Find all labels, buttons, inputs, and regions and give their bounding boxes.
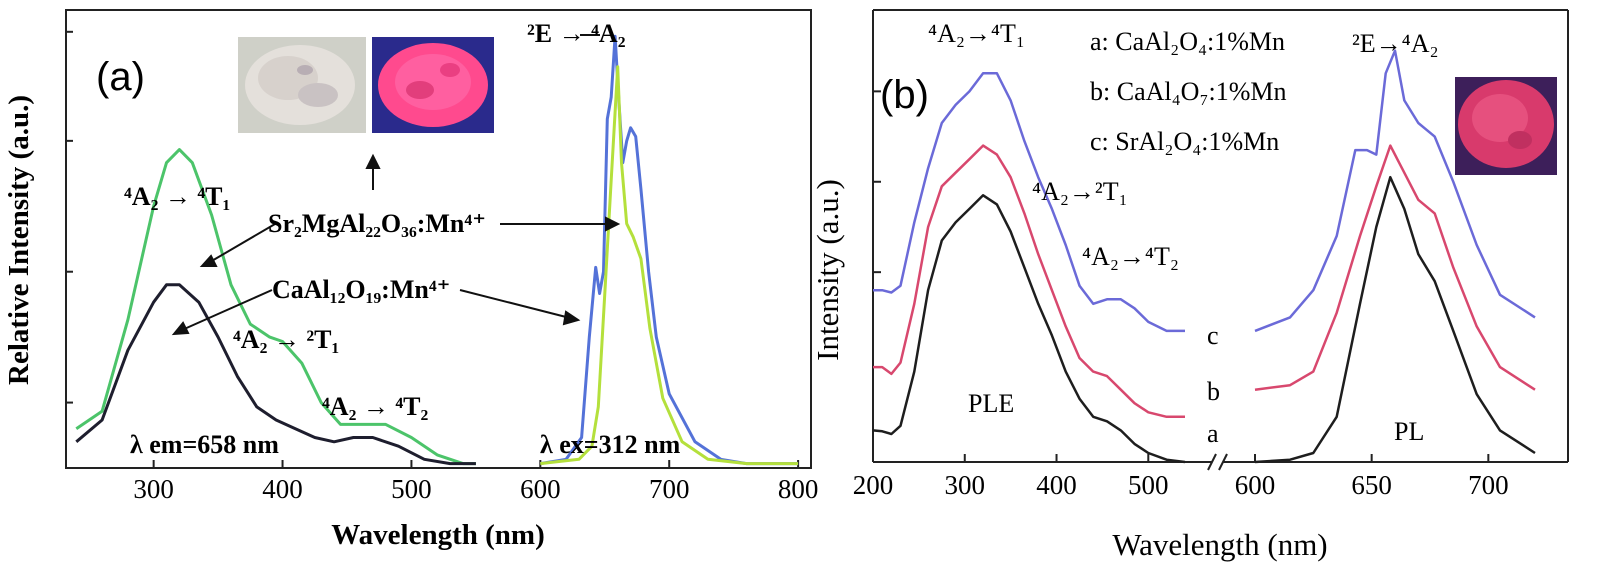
e-transition-label-a: ²E → ⁴A₂ xyxy=(527,19,626,48)
panel-b: (b) 200 300 400 500 600 650 700 Wavelength (nm… xyxy=(810,9,1569,562)
panel-b-x-tick-label: 650 xyxy=(1351,470,1392,500)
panel-b-x-tick-label: 200 xyxy=(853,470,894,500)
legend-a: a: CaAl₂O₄:1%Mn xyxy=(1090,27,1285,56)
curve-letter-b: b xyxy=(1207,377,1220,406)
panel-a-x-tick-label: 300 xyxy=(133,474,174,504)
t1-transition-label-b: ⁴A₂→⁴T₁ xyxy=(928,19,1025,48)
curve-letter-c: c xyxy=(1207,321,1219,350)
curve-letter-a: a xyxy=(1207,419,1219,448)
panel-a: (a) 300 400 500 600 700 800 Wavelength (nm) R… xyxy=(3,9,818,551)
panel-b-x-ticks: 200 300 400 500 600 650 700 xyxy=(853,454,1509,500)
panel-a-x-tick-label: 500 xyxy=(391,474,432,504)
t2a-transition-label-a: ⁴A₂ → ²T₁ xyxy=(233,325,339,354)
panel-b-label: (b) xyxy=(880,73,929,117)
panel-b-pl-line-c xyxy=(1254,49,1536,333)
legend-c: c: SrAl₂O₄:1%Mn xyxy=(1090,127,1279,156)
panel-a-label: (a) xyxy=(96,55,145,99)
axis-break-mark xyxy=(1207,453,1228,471)
panel-a-x-tick-label: 800 xyxy=(778,474,819,504)
panel-b-ple-line-c xyxy=(873,72,1185,333)
panel-a-x-tick-label: 700 xyxy=(649,474,690,504)
panel-a-x-ticks: 300 400 500 600 700 800 xyxy=(133,460,818,504)
panel-b-y-ticks xyxy=(873,90,881,274)
panel-a-frame xyxy=(65,9,812,469)
e-transition-label-b: ²E→⁴A₂ xyxy=(1352,29,1439,58)
panel-a-y-ticks xyxy=(66,30,73,404)
panel-a-series-line-0 xyxy=(75,148,476,466)
panel-b-uv-photo xyxy=(1455,77,1557,175)
panel-a-x-tick-label: 400 xyxy=(262,474,303,504)
pl-label: PL xyxy=(1394,417,1424,446)
panel-b-pl-line-b xyxy=(1254,144,1536,391)
powder-uv-emission-photo xyxy=(372,37,494,133)
lambda-em-label: λ em=658 nm xyxy=(130,430,279,459)
t2-transition-label-b: ⁴A₂→⁴T₂ xyxy=(1082,242,1179,271)
lambda-ex-label: λ ex=312 nm xyxy=(540,430,681,459)
panel-b-x-axis-title: Wavelength (nm) xyxy=(1112,527,1327,562)
panel-a-x-axis-title: Wavelength (nm) xyxy=(331,519,544,551)
panel-b-x-tick-label: 400 xyxy=(1036,470,1077,500)
panel-a-x-tick-label: 600 xyxy=(520,474,561,504)
panel-b-pl-line-a xyxy=(1254,175,1536,464)
panel-b-ple-line-b xyxy=(873,144,1185,419)
t1-transition-label-a: ⁴A₂ → ⁴T₁ xyxy=(124,182,230,211)
sr-compound-label: Sr₂MgAl₂₂O₃₆:Mn⁴⁺ xyxy=(268,209,486,238)
panel-b-y-axis-title: Intensity (a.u.) xyxy=(810,179,845,361)
panel-a-series-line-3 xyxy=(540,65,799,466)
panel-a-y-axis-title: Relative Intensity (a.u.) xyxy=(3,95,35,385)
panel-a-arrows xyxy=(171,34,621,336)
panel-a-series-line-2 xyxy=(540,34,799,466)
panel-b-x-tick-label: 300 xyxy=(945,470,986,500)
powder-daylight-photo xyxy=(238,37,366,133)
panel-b-series xyxy=(872,49,1536,464)
t2a-transition-label-b: ⁴A₂→²T₁ xyxy=(1032,177,1128,206)
legend-b: b: CaAl₄O₇:1%Mn xyxy=(1090,77,1287,106)
panel-b-x-tick-label: 600 xyxy=(1235,470,1276,500)
panel-b-x-tick-label: 700 xyxy=(1468,470,1509,500)
ca-compound-label: CaAl₁₂O₁₉:Mn⁴⁺ xyxy=(272,275,450,304)
panel-a-series xyxy=(75,34,799,466)
panel-b-x-tick-label: 500 xyxy=(1128,470,1169,500)
panel-b-ple-line-a xyxy=(872,194,1186,464)
t2-transition-label-a: ⁴A₂ → ⁴T₂ xyxy=(322,392,429,421)
panel-a-series-line-1 xyxy=(75,283,476,466)
ple-label: PLE xyxy=(968,389,1014,418)
